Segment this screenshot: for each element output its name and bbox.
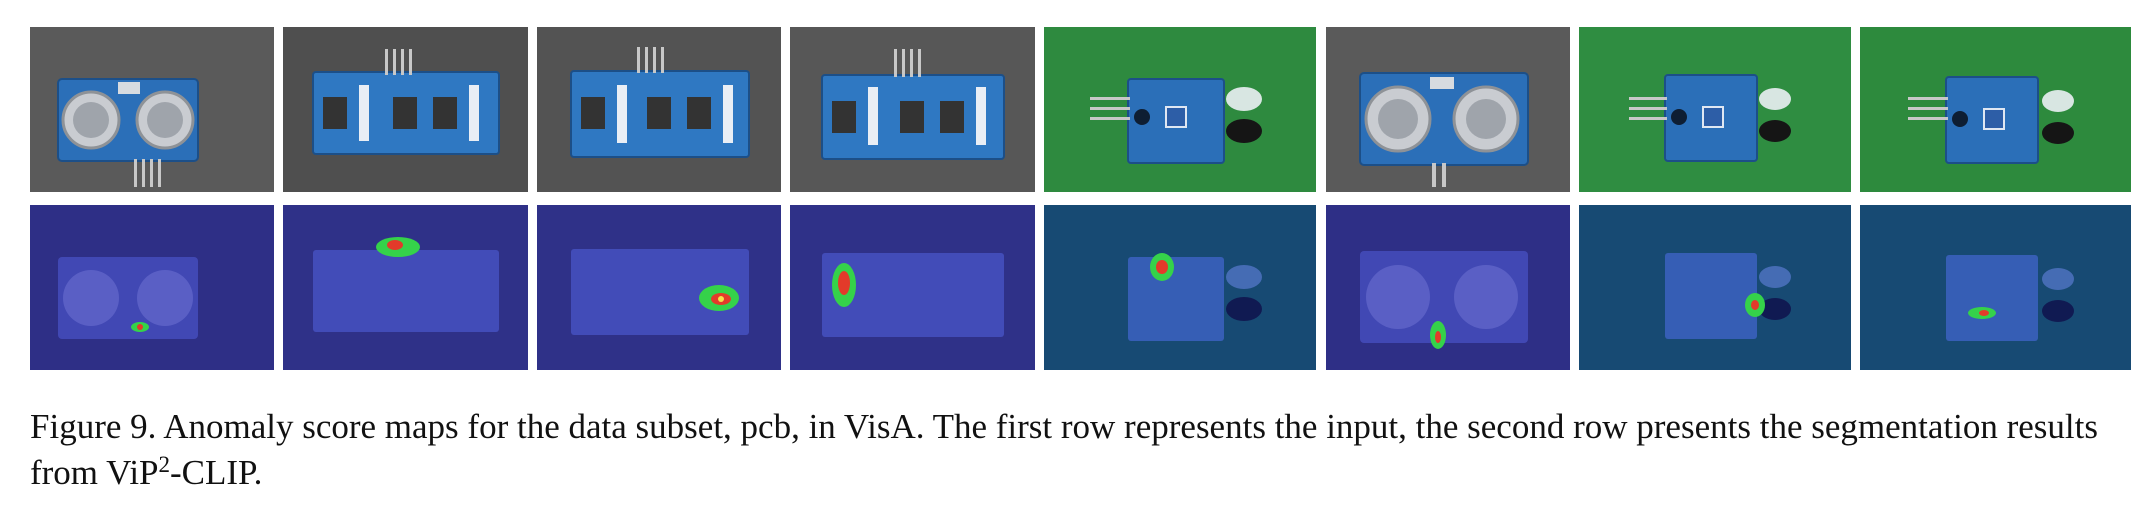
segmentation-map-1 <box>30 205 274 370</box>
figure-caption: Figure 9. Anomaly score maps for the dat… <box>30 404 2130 496</box>
segmentation-map-7 <box>1579 205 1851 370</box>
input-image-4 <box>790 27 1035 192</box>
segmentation-map-2 <box>283 205 528 370</box>
input-image-3 <box>537 27 781 192</box>
segmentation-map-4 <box>790 205 1035 370</box>
amplifier-board <box>312 49 500 155</box>
caption-tail: -CLIP. <box>170 453 263 492</box>
input-image-7 <box>1579 27 1851 192</box>
input-image-1 <box>30 27 274 192</box>
caption-main: Figure 9. Anomaly score maps for the dat… <box>30 407 2098 492</box>
input-image-5 <box>1044 27 1316 192</box>
segmentation-map-8 <box>1860 205 2131 370</box>
segmentation-map-5 <box>1044 205 1316 370</box>
input-image-2 <box>283 27 528 192</box>
segmentation-map-3 <box>537 205 781 370</box>
segmentation-map-6 <box>1326 205 1570 370</box>
figure-panel-grid <box>30 27 2131 370</box>
input-image-8 <box>1860 27 2131 192</box>
caption-superscript: 2 <box>158 452 171 477</box>
ir-sensor-board <box>1090 78 1262 164</box>
input-image-6 <box>1326 27 1570 192</box>
ultrasonic-sensor-board <box>57 78 199 187</box>
